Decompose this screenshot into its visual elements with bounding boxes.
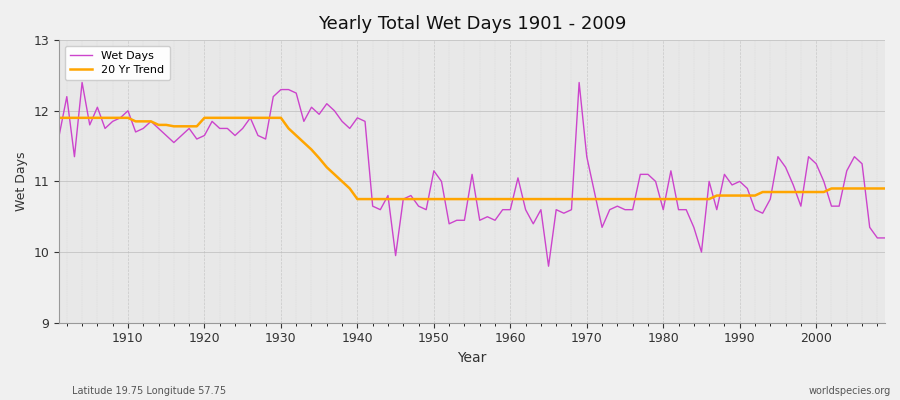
X-axis label: Year: Year (457, 351, 487, 365)
Wet Days (505, 207, 516, 212)
Wet Days (122, 108, 133, 113)
20 Yr Trend (115, 116, 126, 120)
Legend: Wet Days, 20 Yr Trend: Wet Days, 20 Yr Trend (65, 46, 170, 80)
20 Yr Trend (879, 186, 890, 191)
Wet Days (337, 119, 347, 124)
Wet Days (513, 176, 524, 180)
Wet Days (543, 264, 553, 269)
Line: Wet Days: Wet Days (59, 82, 885, 266)
20 Yr Trend (284, 126, 294, 131)
Wet Days (76, 80, 87, 85)
20 Yr Trend (513, 197, 524, 202)
20 Yr Trend (604, 197, 615, 202)
Wet Days (54, 133, 65, 138)
Title: Yearly Total Wet Days 1901 - 2009: Yearly Total Wet Days 1901 - 2009 (318, 15, 626, 33)
20 Yr Trend (329, 172, 340, 177)
20 Yr Trend (54, 116, 65, 120)
Y-axis label: Wet Days: Wet Days (15, 152, 28, 211)
20 Yr Trend (352, 197, 363, 202)
Line: 20 Yr Trend: 20 Yr Trend (59, 118, 885, 199)
Wet Days (612, 204, 623, 208)
Wet Days (291, 91, 302, 96)
20 Yr Trend (505, 197, 516, 202)
Text: Latitude 19.75 Longitude 57.75: Latitude 19.75 Longitude 57.75 (72, 386, 226, 396)
Wet Days (879, 236, 890, 240)
Text: worldspecies.org: worldspecies.org (809, 386, 891, 396)
